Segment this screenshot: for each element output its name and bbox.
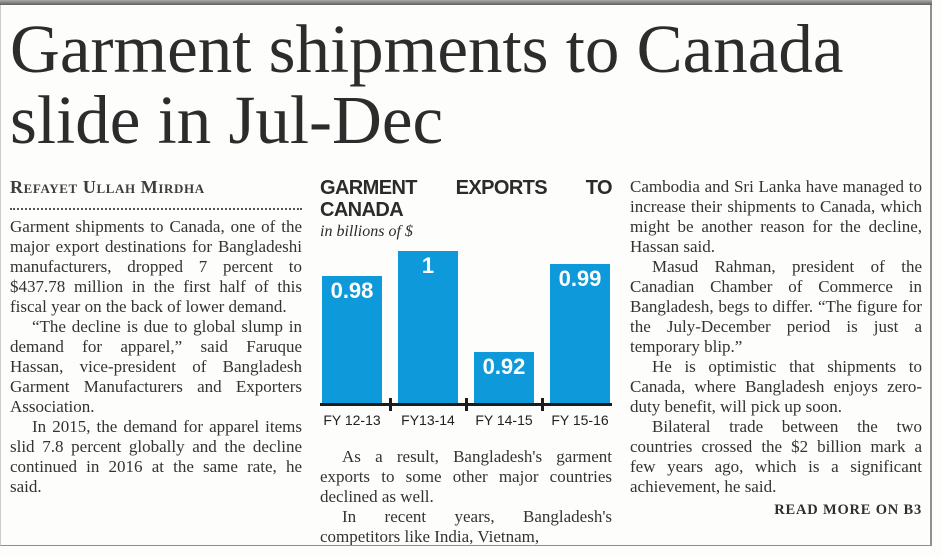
chart: GARMENT EXPORTS TO CANADA in billions of… bbox=[320, 177, 613, 430]
bar-value-label: 0.92 bbox=[482, 354, 526, 379]
paragraph: As a result, Bangladesh's garment export… bbox=[320, 447, 612, 506]
article-body: Refayet Ullah Mirdha Garment shipments t… bbox=[0, 156, 942, 547]
axis-tick bbox=[388, 398, 392, 411]
axis-label: FY 14-15 bbox=[475, 412, 533, 428]
chart-x-axis bbox=[320, 398, 612, 411]
read-more-jumpline: READ MORE ON B3 bbox=[774, 502, 922, 518]
column-right: Cambodia and Sri Lanka have managed to i… bbox=[630, 177, 922, 547]
bar-3: 0.99 bbox=[550, 264, 610, 403]
chart-plot: 0.98 1 0.92 0.99 bbox=[320, 251, 612, 403]
paragraph: He is optimistic that shipments to Canad… bbox=[630, 357, 922, 416]
column-middle: GARMENT EXPORTS TO CANADA in billions of… bbox=[320, 177, 613, 547]
headline: Garment shipments to Canada slide in Jul… bbox=[10, 11, 844, 158]
paragraph: Bilateral trade between the two countrie… bbox=[630, 417, 922, 496]
bar-2: 0.92 bbox=[474, 352, 534, 403]
paragraph: Garment shipments to Canada, one of the … bbox=[10, 217, 302, 316]
column-left: Refayet Ullah Mirdha Garment shipments t… bbox=[10, 177, 302, 547]
paragraph: Cambodia and Sri Lanka have managed to i… bbox=[630, 177, 922, 256]
middle-paragraphs: As a result, Bangladesh's garment export… bbox=[320, 447, 612, 547]
axis-label: FY 12-13 bbox=[323, 412, 381, 428]
chart-axis-labels: FY 12-13 FY13-14 FY 14-15 FY 15-16 bbox=[320, 410, 612, 430]
top-rule bbox=[0, 0, 932, 5]
bar-0: 0.98 bbox=[322, 276, 382, 403]
axis-tick bbox=[540, 398, 544, 411]
paragraph: “The decline is due to global slump in d… bbox=[10, 317, 302, 416]
paragraph: In recent years, Bangladesh's competitor… bbox=[320, 507, 612, 546]
chart-title: GARMENT EXPORTS TO CANADA bbox=[320, 177, 613, 221]
chart-subtitle: in billions of $ bbox=[320, 223, 413, 240]
bar-value-label: 0.99 bbox=[558, 266, 602, 291]
bar-value-label: 0.98 bbox=[330, 278, 374, 303]
axis-label: FY 15-16 bbox=[551, 412, 609, 428]
axis-label: FY13-14 bbox=[401, 412, 455, 428]
axis-tick bbox=[464, 398, 468, 411]
article-border bbox=[0, 0, 932, 546]
left-paragraphs: Garment shipments to Canada, one of the … bbox=[10, 217, 302, 497]
paragraph: Masud Rahman, president of the Canadian … bbox=[630, 257, 922, 356]
byline: Refayet Ullah Mirdha bbox=[10, 177, 205, 197]
bar-1: 1 bbox=[398, 251, 458, 403]
right-paragraphs: Cambodia and Sri Lanka have managed to i… bbox=[630, 177, 922, 497]
paragraph: In 2015, the demand for apparel items sl… bbox=[10, 417, 302, 496]
byline-rule bbox=[10, 206, 302, 210]
bar-value-label: 1 bbox=[421, 253, 435, 278]
